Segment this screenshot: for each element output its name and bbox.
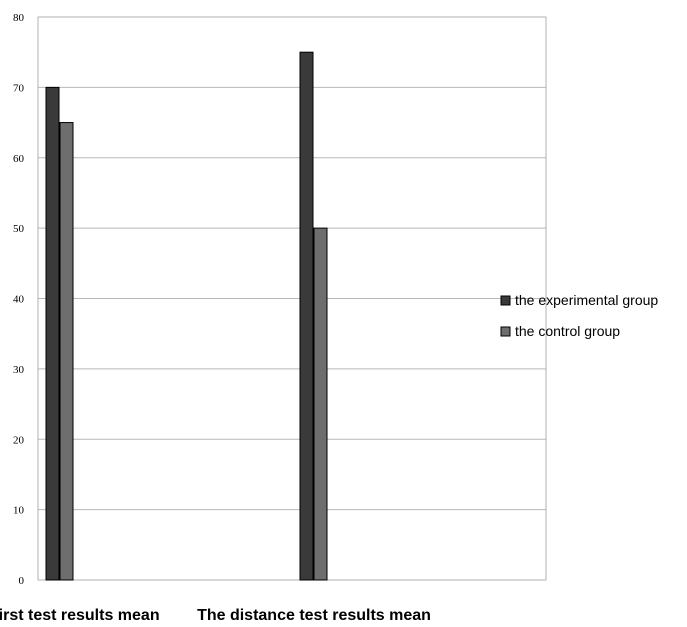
- bars: [45, 51, 328, 581]
- legend: the experimental group the control group: [500, 292, 658, 339]
- legend-label: the experimental group: [515, 292, 658, 308]
- y-tick-label: 20: [13, 434, 25, 446]
- y-tick-label: 40: [13, 294, 25, 306]
- y-tick-label: 50: [13, 223, 25, 235]
- x-tick-label: The distance test results mean: [197, 607, 431, 622]
- bar-experimental-1: [299, 51, 314, 581]
- bar-experimental-0: [45, 86, 60, 581]
- y-tick-label: 0: [19, 575, 25, 587]
- plot-area: [37, 16, 547, 581]
- legend-label: the control group: [515, 323, 620, 339]
- bar-control-1: [313, 227, 328, 581]
- y-tick-label: 70: [13, 82, 25, 94]
- bar-control-0: [59, 122, 74, 581]
- y-tick-label: 60: [13, 153, 25, 165]
- y-tick-label: 10: [13, 505, 25, 517]
- y-tick-label: 80: [13, 12, 25, 24]
- y-axis-ticks: 0 10 20 30 40 50 60 70 80: [13, 12, 25, 587]
- legend-swatch: [500, 295, 511, 306]
- gridlines: [38, 16, 546, 581]
- y-tick-label: 30: [13, 364, 25, 376]
- x-axis-ticks: The first test results mean The distance …: [0, 607, 431, 624]
- x-tick-label: The first test results mean: [0, 607, 160, 622]
- legend-swatch: [500, 326, 511, 337]
